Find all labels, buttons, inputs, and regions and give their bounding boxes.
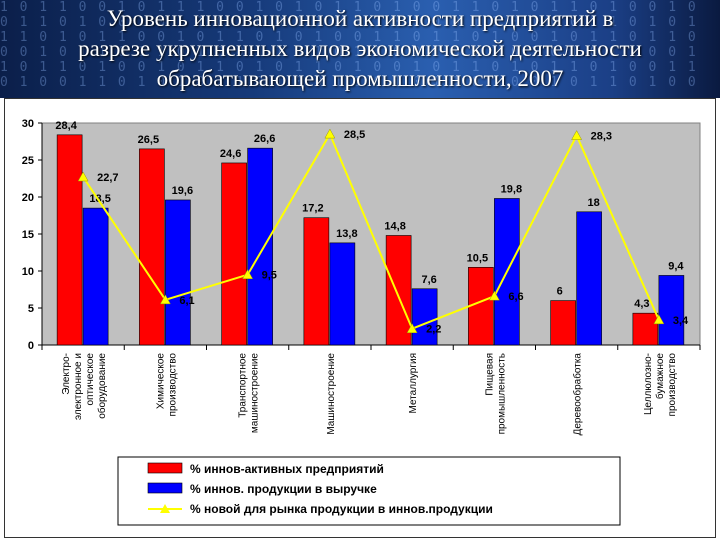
x-category-label-line: производство — [667, 353, 678, 417]
line-point-marker — [324, 128, 336, 139]
x-category-label-line: промышленность — [496, 353, 507, 434]
title-line: разрезе укрупненных видов экономической … — [78, 36, 642, 61]
line-point-marker — [406, 323, 418, 333]
bar-data-label: 19,8 — [501, 183, 522, 195]
x-category-label-line: электронное и — [73, 353, 84, 420]
title-line: обрабатывающей промышленности, 2007 — [156, 66, 564, 91]
bar-innovative-enterprises — [550, 300, 576, 346]
bar-data-label: 7,6 — [421, 274, 436, 286]
bar-data-label: 26,5 — [138, 134, 159, 146]
bar-innovative-enterprises — [385, 235, 412, 346]
line-point-marker — [488, 290, 500, 301]
bar-innovative-revenue — [82, 207, 109, 346]
bar-innovative-revenue — [329, 242, 356, 346]
bar-data-label: 19,6 — [172, 185, 193, 197]
x-category-label-line: Машиностроение — [326, 353, 337, 435]
line-point-marker — [159, 294, 171, 305]
y-tick-label: 30 — [22, 118, 34, 130]
x-category-label: Химическое производство — [155, 353, 178, 417]
bar-innovative-enterprises — [303, 217, 330, 346]
line-data-label: 28,5 — [344, 129, 365, 141]
x-category-label-line: оптическое — [85, 353, 96, 406]
bar-data-label: 10,5 — [467, 252, 488, 264]
bar-innovative-revenue — [247, 147, 273, 346]
bar-data-label: 4,3 — [634, 298, 649, 310]
x-category-label-line: Электро- — [61, 353, 72, 395]
line-point-marker — [77, 171, 89, 182]
y-tick-label: 10 — [22, 266, 34, 278]
x-category-label-line: Транспортное — [238, 353, 249, 418]
y-tick-label: 25 — [22, 155, 34, 167]
x-category-label-line: оборудование — [96, 353, 108, 419]
bar-innovative-enterprises — [56, 134, 83, 346]
bar-data-label: 26,6 — [254, 133, 275, 145]
legend-swatch — [147, 462, 183, 474]
slide-title: Уровень инновационной активности предпри… — [10, 4, 710, 94]
bar-data-label: 6 — [557, 286, 563, 298]
x-category-label-line: бумажное — [654, 353, 666, 400]
bar-data-label: 14,8 — [384, 220, 405, 232]
bar-data-label: 17,2 — [302, 203, 323, 215]
x-category-label: Пищевая промышленность — [484, 353, 507, 434]
line-point-marker — [571, 130, 583, 140]
bar-data-label: 28,4 — [55, 120, 77, 132]
line-data-label: 2,2 — [426, 324, 441, 336]
x-category-label-line: Деревообработка — [572, 353, 584, 436]
y-tick-label: 15 — [22, 229, 34, 241]
y-tick-label: 5 — [28, 303, 34, 315]
x-category-label: Металлургия — [408, 353, 419, 413]
line-data-label: 6,6 — [508, 291, 523, 303]
line-data-label: 28,3 — [591, 131, 612, 143]
bar-innovative-revenue — [576, 211, 602, 346]
x-category-label: Целлюлозно-бумажное производство — [643, 353, 678, 417]
line-new-market-products — [82, 131, 660, 331]
x-category-label-line: Металлургия — [408, 353, 419, 413]
bar-innovative-enterprises — [221, 162, 247, 346]
x-category-label-line: производство — [167, 353, 178, 417]
legend-swatch — [147, 482, 183, 494]
x-category-label: Деревообработка — [572, 353, 584, 436]
line-data-label: 6,1 — [179, 295, 194, 307]
bar-data-label: 24,6 — [220, 148, 241, 160]
legend-label: % новой для рынка продукции в иннов.прод… — [190, 502, 493, 516]
x-category-label-line: Химическое — [155, 353, 166, 410]
line-data-label: 9,5 — [262, 270, 277, 282]
binary-background-decoration: 1 0 1 1 0 0 1 0 1 1 1 0 0 1 0 1 0 1 1 0 … — [0, 0, 698, 90]
bar-data-label: 18 — [588, 197, 600, 209]
legend-label: % иннов. продукции в выручке — [190, 482, 377, 496]
legend-box — [117, 456, 621, 526]
y-tick-label: 0 — [28, 340, 34, 352]
x-category-label: Машиностроение — [326, 353, 337, 435]
bar-innovative-enterprises — [468, 266, 494, 346]
bar-innovative-revenue — [658, 275, 685, 346]
line-point-marker — [242, 269, 254, 279]
y-tick-label: 20 — [22, 192, 34, 204]
title-line: Уровень инновационной активности предпри… — [106, 6, 614, 31]
x-category-label: Электро-электронное и оптическое оборудова… — [61, 353, 108, 420]
bar-innovative-revenue — [411, 288, 438, 346]
line-point-marker — [653, 314, 665, 325]
slide-header: 1 0 1 1 0 0 1 0 1 1 1 0 0 1 0 1 0 1 1 0 … — [0, 0, 720, 98]
bar-data-label: 13,8 — [336, 228, 357, 240]
line-data-label: 22,7 — [97, 172, 118, 184]
x-category-label-line: Целлюлозно- — [643, 353, 654, 415]
x-category-label: Транспортное машиностроение — [238, 353, 261, 434]
bar-innovative-revenue — [165, 199, 191, 346]
line-data-label: 3,4 — [673, 315, 689, 327]
x-category-label-line: Пищевая — [484, 353, 495, 396]
bar-innovative-enterprises — [139, 148, 165, 346]
x-category-label-line: машиностроение — [250, 353, 261, 434]
legend-label: % иннов-активных предприятий — [190, 462, 384, 476]
bar-innovative-enterprises — [632, 312, 659, 346]
bar-data-label: 9,4 — [668, 260, 684, 272]
legend-marker — [160, 504, 170, 513]
